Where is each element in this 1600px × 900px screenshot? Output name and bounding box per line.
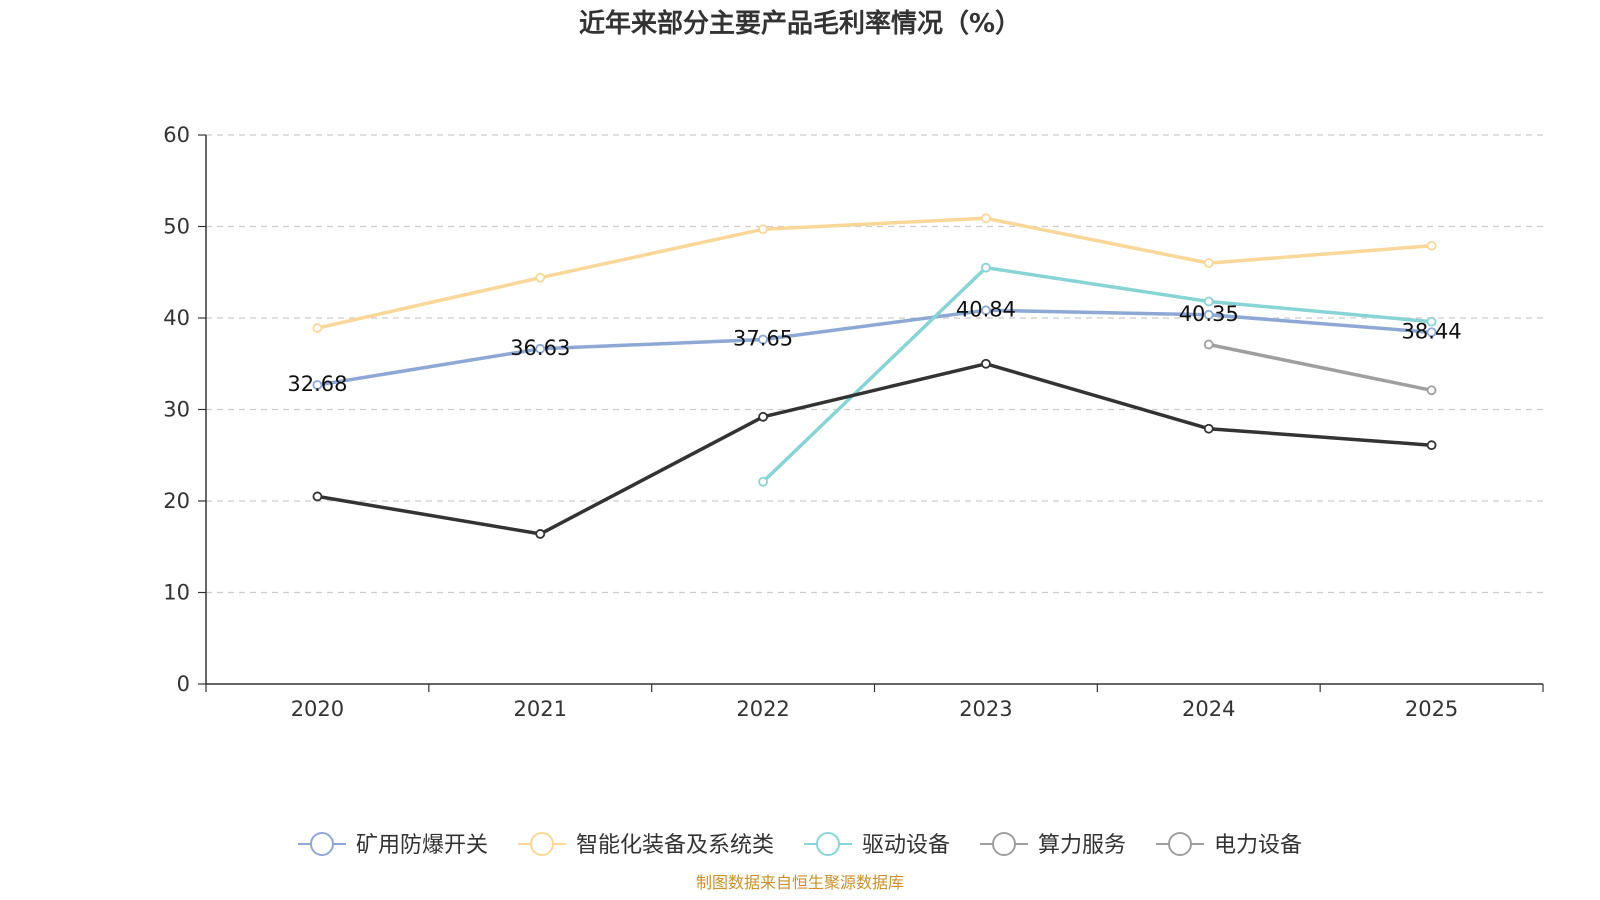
data-label-0-2025: 38.44 xyxy=(1402,319,1462,343)
data-label-0-2021: 36.63 xyxy=(510,336,570,360)
point-3-2020 xyxy=(312,491,323,502)
data-label-0-2022: 37.65 xyxy=(733,327,793,351)
y-tick-label-40: 40 xyxy=(163,306,190,330)
y-tick-label-20: 20 xyxy=(163,489,190,513)
point-0-2021 xyxy=(535,343,546,354)
series-line-4 xyxy=(1207,342,1434,393)
legend-label-4: 电力设备 xyxy=(1214,833,1302,858)
point-3-2024 xyxy=(1203,423,1214,434)
point-1-2024 xyxy=(1203,258,1214,269)
x-tick-label-2024: 2024 xyxy=(1182,697,1235,721)
series-points xyxy=(312,213,1437,539)
point-3-2023 xyxy=(981,358,991,369)
point-1-2021 xyxy=(535,272,546,283)
chart-title: 近年来部分主要产品毛利率情况（%） xyxy=(579,8,1021,39)
point-3-2022 xyxy=(758,411,768,422)
x-tick-label-2025: 2025 xyxy=(1405,697,1458,721)
legend-label-0: 矿用防爆开关 xyxy=(356,833,488,858)
point-3-2025 xyxy=(1426,440,1437,451)
legend-label-3: 算力服务 xyxy=(1038,833,1126,858)
legend-marker-2 xyxy=(816,832,840,856)
legend-item-1: 智能化装备及系统类 xyxy=(518,832,774,858)
point-2-2023 xyxy=(981,262,991,273)
series-line-1 xyxy=(315,216,1434,330)
point-1-2025 xyxy=(1426,240,1437,251)
y-tick-label-10: 10 xyxy=(163,581,190,605)
source-note: 制图数据来自恒生聚源数据库 xyxy=(696,873,904,892)
x-tick-label-2021: 2021 xyxy=(514,697,567,721)
series-lines xyxy=(315,216,1434,536)
data-label-0-2023: 40.84 xyxy=(956,297,1016,321)
point-2-2025 xyxy=(1426,316,1437,327)
legend-item-2: 驱动设备 xyxy=(804,832,950,858)
point-0-2022 xyxy=(758,334,768,345)
point-0-2024 xyxy=(1203,309,1214,320)
data-label-0-2020: 32.68 xyxy=(287,372,347,396)
point-1-2022 xyxy=(758,224,768,235)
legend-marker-0 xyxy=(310,832,334,856)
x-tick-label-2020: 2020 xyxy=(291,697,344,721)
point-1-2023 xyxy=(981,213,991,224)
point-2-2022 xyxy=(758,476,768,487)
series-line-3 xyxy=(315,362,1434,536)
point-0-2020 xyxy=(312,380,323,390)
legend-marker-3 xyxy=(992,832,1016,856)
series-line-2 xyxy=(761,265,1434,484)
point-4-2024 xyxy=(1203,339,1214,350)
point-2-2024 xyxy=(1203,296,1214,307)
point-4-2025 xyxy=(1426,385,1437,396)
y-tick-label-0: 0 xyxy=(177,672,190,696)
legend-item-4: 电力设备 xyxy=(1156,832,1302,858)
y-tick-label-30: 30 xyxy=(163,398,190,422)
y-tick-label-60: 60 xyxy=(163,123,190,147)
legend-item-3: 算力服务 xyxy=(980,832,1126,858)
x-tick-label-2022: 2022 xyxy=(736,697,789,721)
legend-label-2: 驱动设备 xyxy=(862,833,950,858)
legend-marker-1 xyxy=(530,832,554,856)
legend-item-0: 矿用防爆开关 xyxy=(298,832,488,858)
axes: 0 10 20 30 40 50 60 2020 2021 2022 2023 2024 2025 xyxy=(163,123,1544,721)
series-line-0 xyxy=(315,308,1434,387)
legend-label-1: 智能化装备及系统类 xyxy=(576,833,774,858)
y-tick-label-50: 50 xyxy=(163,215,190,239)
data-label-0-2024: 40.35 xyxy=(1179,302,1239,326)
legend: 矿用防爆开关 智能化装备及系统类 驱动设备 算力服务 电力设备 xyxy=(298,832,1302,858)
point-1-2020 xyxy=(312,323,323,333)
legend-marker-4 xyxy=(1168,832,1192,856)
data-labels: 32.68 36.63 37.65 40.84 40.35 38.44 xyxy=(287,297,1461,396)
point-0-2025 xyxy=(1426,327,1437,338)
x-tick-label-2023: 2023 xyxy=(959,697,1012,721)
point-0-2023 xyxy=(981,305,991,316)
grid-lines xyxy=(206,134,1543,594)
point-3-2021 xyxy=(535,529,546,539)
